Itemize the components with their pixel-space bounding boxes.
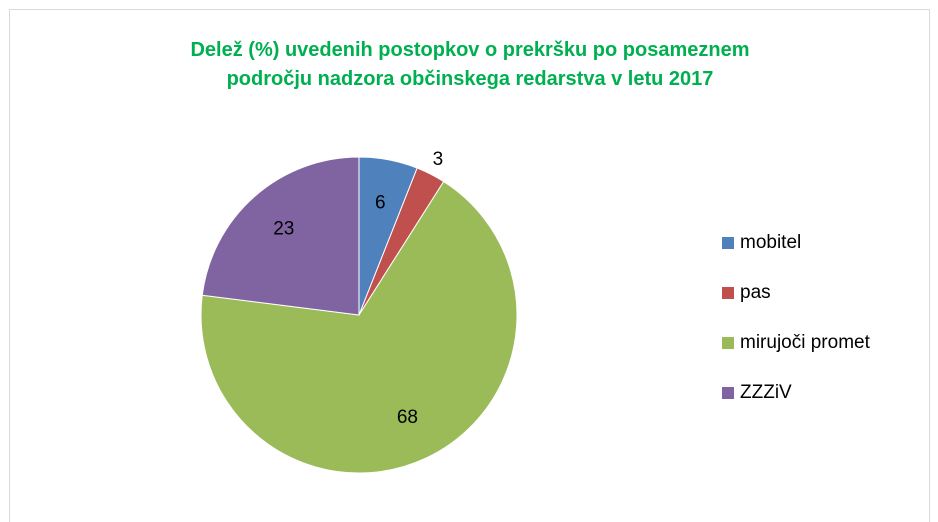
data-label: 6 xyxy=(375,192,386,213)
data-label: 23 xyxy=(273,219,294,240)
chart-title: Delež (%) uvedenih postopkov o prekršku … xyxy=(190,39,750,90)
data-label: 3 xyxy=(433,149,444,170)
pie-slice xyxy=(200,180,518,474)
legend-swatch xyxy=(722,237,734,249)
legend-label: mirujoči promet xyxy=(740,332,871,353)
legend-swatch xyxy=(722,287,734,299)
legend-label: mobitel xyxy=(740,232,801,253)
legend-label: pas xyxy=(740,282,771,303)
legend-label: ZZZiV xyxy=(740,382,792,403)
legend-swatch xyxy=(722,387,734,399)
data-label: 68 xyxy=(397,407,418,428)
pie-slice xyxy=(201,156,360,316)
legend-swatch xyxy=(722,337,734,349)
